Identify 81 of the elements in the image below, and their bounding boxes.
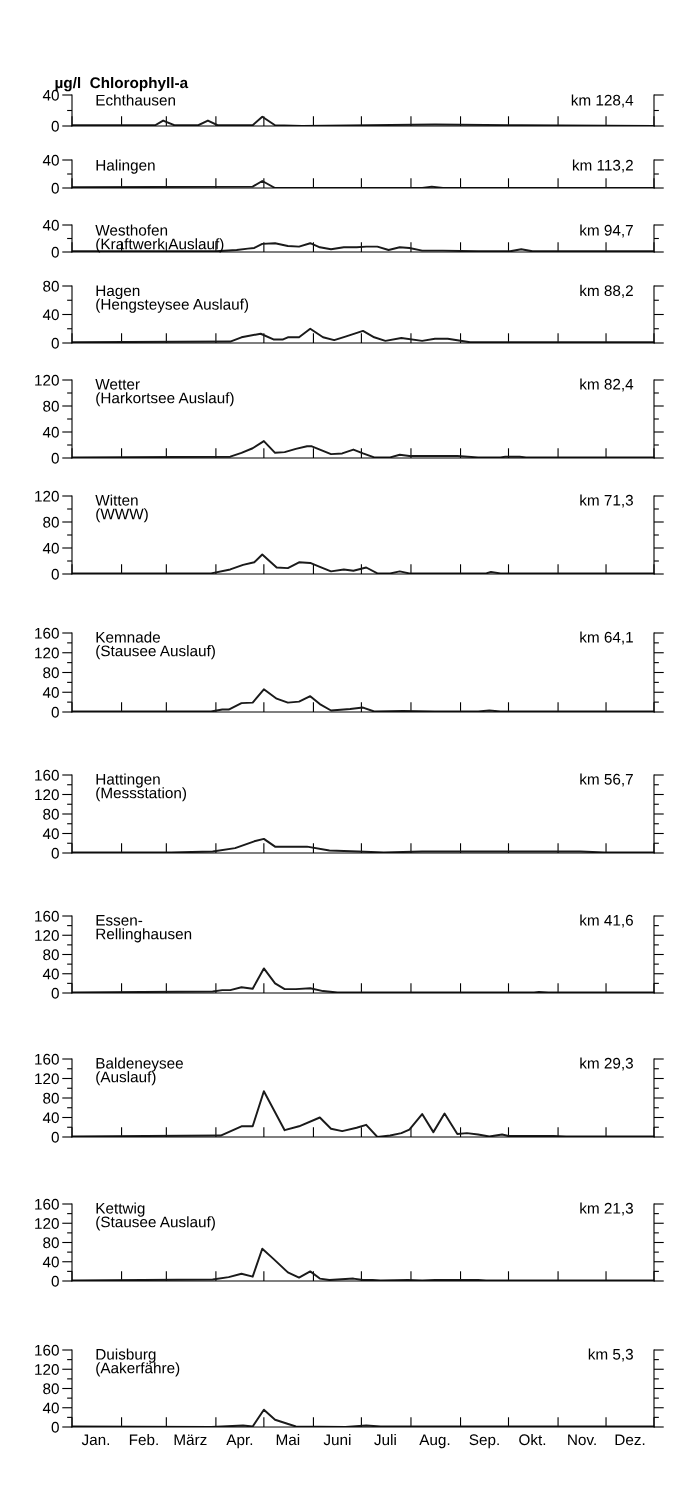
y-tick-label: 0 [51,1421,59,1433]
y-tick-label: 80 [43,1383,59,1395]
x-tick-label: März [174,1434,207,1446]
y-tick-label: 160 [35,1344,59,1356]
y-tick-label: 0 [51,1131,59,1143]
x-tick-label: Juni [323,1433,351,1446]
annotation: km 88,2 [580,284,633,298]
annotation: Duisburg (Aakerfähre) [96,1348,180,1377]
y-tick-label: 40 [42,219,59,231]
y-tick-label: 80 [43,280,59,292]
y-tick-label: 0 [51,1275,59,1287]
annotation: km 64,1 [580,631,633,645]
y-tick-label: 160 [35,627,59,639]
annotation: Halingen [96,159,155,174]
x-tick-label: Aug. [419,1434,450,1449]
x-tick-label: Sep. [469,1434,499,1449]
x-tick-label: Jan. [81,1434,110,1446]
y-tick-label: 160 [35,1198,59,1210]
annotation: Echthausen [96,94,175,106]
annotation: km 41,6 [580,914,633,928]
x-tick-label: Nov. [568,1434,596,1446]
y-tick-label: 40 [42,828,59,840]
y-tick-label: 0 [51,568,59,580]
y-tick-label: 0 [51,452,59,464]
annotation: km 82,4 [580,378,634,392]
y-tick-label: 0 [51,706,59,718]
annotation: Witten (WWW) [95,494,148,523]
y-tick-label: 80 [43,808,59,820]
y-tick-label: 40 [42,1112,59,1124]
y-tick-label: 0 [51,246,59,258]
annotation: km 21,3 [580,1202,633,1216]
y-tick-label: 0 [51,337,59,349]
annotation: km 113,2 [572,159,633,173]
annotation: km 29,3 [580,1057,633,1071]
y-tick-label: 80 [43,1092,59,1104]
y-tick-label: 160 [35,910,59,922]
annotation: km 5,3 [588,1348,633,1362]
y-tick-label: 0 [51,182,59,194]
y-tick-label: 40 [42,542,59,554]
annotation: km 71,3 [580,494,633,508]
y-tick-label: 40 [42,1256,59,1268]
y-tick-label: 120 [35,1364,59,1375]
y-tick-label: 0 [51,987,59,999]
annotation: Kettwig (Stausee Auslauf) [96,1202,215,1231]
y-tick-label: 80 [43,516,59,528]
x-tick-label: Dez. [615,1434,645,1446]
x-tick-label: Mai [276,1433,300,1446]
y-tick-label: 80 [43,400,59,412]
annotation: km 94,7 [580,224,633,238]
y-tick-label: 40 [42,309,59,321]
x-tick-label: Juli [374,1433,396,1446]
annotation: Hagen (Hengsteysee Auslauf) [96,285,249,313]
y-tick-label: 160 [35,1053,59,1065]
x-tick-label: Feb. [129,1433,158,1446]
annotation: Kemnade (Stausee Auslauf) [96,631,215,660]
y-tick-label: 120 [35,930,59,941]
annotation: Baldeneysee (Auslauf) [96,1057,183,1086]
y-tick-label: 120 [35,1218,59,1229]
y-tick-label: 80 [43,949,59,961]
y-tick-label: 0 [51,847,59,859]
y-tick-label: 40 [42,687,59,698]
annotation: Essen- Rellinghausen [96,915,192,943]
x-tick-label: Apr. [226,1434,253,1449]
y-tick-label: 80 [43,1237,59,1249]
y-tick-label: 120 [35,374,59,386]
annotation: Wetter (Harkortsee Auslauf) [95,379,234,407]
y-tick-label: 160 [35,769,59,781]
y-tick-label: 40 [42,968,59,980]
x-tick-label: Okt. [519,1433,546,1446]
y-tick-label: 120 [35,789,59,801]
y-tick-label: 120 [35,647,59,659]
annotation: km 128,4 [571,94,634,108]
y-tick-label: 0 [51,120,59,132]
y-tick-label: 40 [42,1402,59,1414]
y-tick-label: 120 [35,1073,59,1085]
annotation: Hattingen (Messstation) [96,773,187,802]
y-tick-label: 40 [42,154,59,166]
annotation: km 56,7 [580,773,633,787]
y-tick-label: 120 [35,490,59,502]
y-tick-label: 40 [42,426,59,438]
y-tick-label: 80 [43,667,59,679]
